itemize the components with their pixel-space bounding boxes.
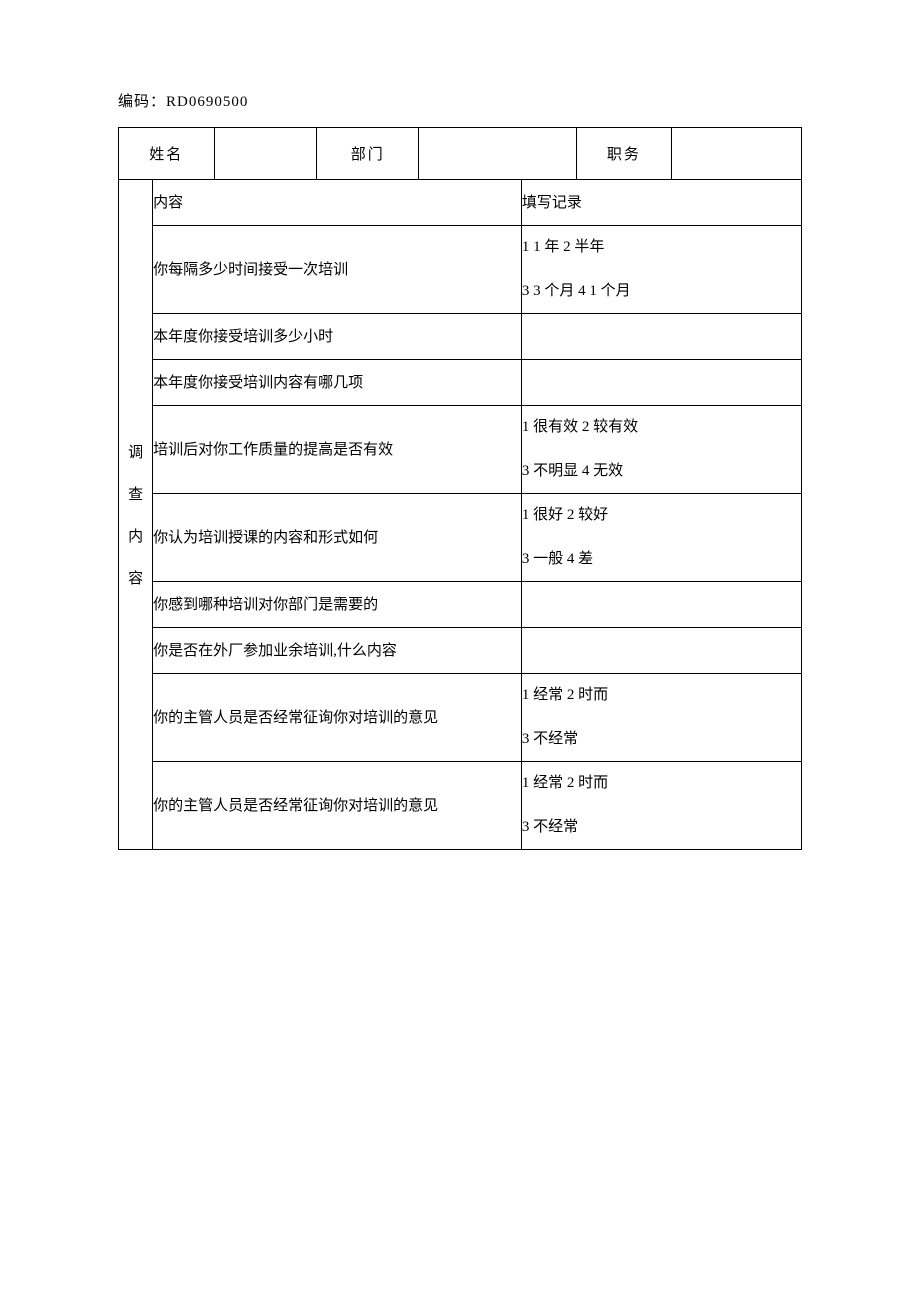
header-row: 姓名 部门 职务 bbox=[119, 128, 802, 180]
survey-row: 本年度你接受培训内容有哪几项 bbox=[119, 360, 802, 406]
answer-cell bbox=[521, 360, 801, 406]
document-code: 编码：RD0690500 bbox=[118, 90, 802, 111]
side-label: 调 查 内 容 bbox=[119, 180, 153, 850]
survey-row: 培训后对你工作质量的提高是否有效 1 很有效 2 较有效3 不明显 4 无效 bbox=[119, 406, 802, 494]
dept-value bbox=[419, 128, 576, 180]
survey-row: 你是否在外厂参加业余培训,什么内容 bbox=[119, 628, 802, 674]
answer-cell: 1 经常 2 时而3 不经常 bbox=[521, 762, 801, 850]
answer-cell: 1 经常 2 时而3 不经常 bbox=[521, 674, 801, 762]
answer-cell bbox=[521, 314, 801, 360]
side-char: 调 bbox=[119, 441, 152, 462]
side-char: 查 bbox=[119, 483, 152, 504]
survey-row: 你的主管人员是否经常征询你对培训的意见 1 经常 2 时而3 不经常 bbox=[119, 762, 802, 850]
survey-row: 你的主管人员是否经常征询你对培训的意见 1 经常 2 时而3 不经常 bbox=[119, 674, 802, 762]
answer-cell: 1 很好 2 较好3 一般 4 差 bbox=[521, 494, 801, 582]
th-content: 内容 bbox=[153, 180, 522, 226]
side-char: 容 bbox=[119, 567, 152, 588]
question-cell: 你认为培训授课的内容和形式如何 bbox=[153, 494, 522, 582]
th-record: 填写记录 bbox=[521, 180, 801, 226]
question-cell: 本年度你接受培训多少小时 bbox=[153, 314, 522, 360]
pos-value bbox=[672, 128, 802, 180]
name-value bbox=[214, 128, 316, 180]
name-label: 姓名 bbox=[119, 128, 215, 180]
dept-label: 部门 bbox=[317, 128, 419, 180]
survey-row: 本年度你接受培训多少小时 bbox=[119, 314, 802, 360]
side-char: 内 bbox=[119, 525, 152, 546]
question-cell: 本年度你接受培训内容有哪几项 bbox=[153, 360, 522, 406]
survey-row: 你认为培训授课的内容和形式如何 1 很好 2 较好3 一般 4 差 bbox=[119, 494, 802, 582]
survey-row: 你感到哪种培训对你部门是需要的 bbox=[119, 582, 802, 628]
question-cell: 培训后对你工作质量的提高是否有效 bbox=[153, 406, 522, 494]
answer-cell: 1 很有效 2 较有效3 不明显 4 无效 bbox=[521, 406, 801, 494]
survey-table: 姓名 部门 职务 调 查 内 容 内容 填写记录 你每隔多少时间接受一次培训 1… bbox=[118, 127, 802, 850]
question-cell: 你每隔多少时间接受一次培训 bbox=[153, 226, 522, 314]
question-cell: 你是否在外厂参加业余培训,什么内容 bbox=[153, 628, 522, 674]
question-cell: 你的主管人员是否经常征询你对培训的意见 bbox=[153, 674, 522, 762]
answer-cell: 1 1 年 2 半年3 3 个月 4 1 个月 bbox=[521, 226, 801, 314]
answer-cell bbox=[521, 582, 801, 628]
code-value: RD0690500 bbox=[166, 94, 248, 110]
survey-row: 你每隔多少时间接受一次培训 1 1 年 2 半年3 3 个月 4 1 个月 bbox=[119, 226, 802, 314]
content-header-row: 调 查 内 容 内容 填写记录 bbox=[119, 180, 802, 226]
code-label: 编码： bbox=[118, 94, 166, 110]
question-cell: 你的主管人员是否经常征询你对培训的意见 bbox=[153, 762, 522, 850]
question-cell: 你感到哪种培训对你部门是需要的 bbox=[153, 582, 522, 628]
answer-cell bbox=[521, 628, 801, 674]
pos-label: 职务 bbox=[576, 128, 672, 180]
